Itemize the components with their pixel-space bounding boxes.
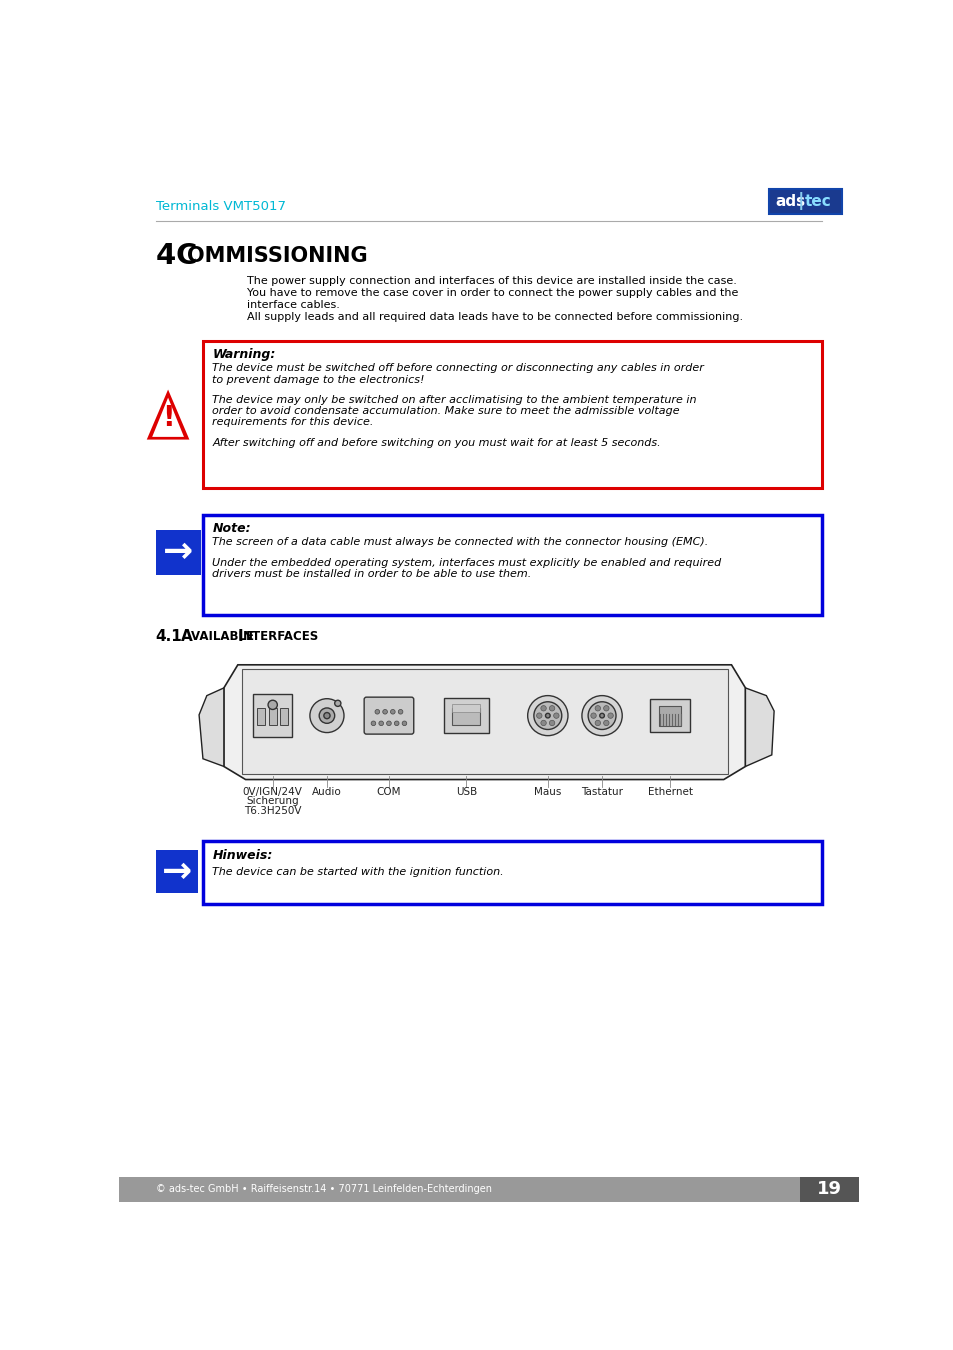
Text: The device can be started with the ignition function.: The device can be started with the ignit… — [212, 867, 503, 878]
Polygon shape — [224, 664, 744, 779]
Text: |: | — [798, 192, 803, 211]
Circle shape — [527, 695, 567, 736]
Text: OMMISSIONING: OMMISSIONING — [187, 246, 368, 266]
Circle shape — [310, 699, 344, 733]
FancyBboxPatch shape — [203, 340, 821, 489]
FancyBboxPatch shape — [269, 707, 276, 725]
Circle shape — [375, 710, 379, 714]
Text: 19: 19 — [816, 1180, 841, 1199]
Text: Terminals VMT5017: Terminals VMT5017 — [155, 200, 285, 213]
Circle shape — [536, 713, 541, 718]
Circle shape — [553, 713, 558, 718]
Text: VAILABLE: VAILABLE — [191, 630, 257, 643]
Circle shape — [390, 710, 395, 714]
FancyBboxPatch shape — [119, 1177, 858, 1202]
FancyBboxPatch shape — [280, 707, 288, 725]
Text: Audio: Audio — [312, 787, 341, 798]
Circle shape — [603, 706, 608, 711]
Text: The power supply connection and interfaces of this device are installed inside t: The power supply connection and interfac… — [247, 277, 737, 286]
Circle shape — [319, 707, 335, 724]
FancyBboxPatch shape — [443, 698, 488, 733]
Text: drivers must be installed in order to be able to use them.: drivers must be installed in order to be… — [212, 568, 531, 579]
Text: Tastatur: Tastatur — [580, 787, 622, 798]
Text: order to avoid condensate accumulation. Make sure to meet the admissible voltage: order to avoid condensate accumulation. … — [212, 406, 679, 416]
Text: !: ! — [162, 405, 174, 432]
Text: USB: USB — [456, 787, 476, 798]
Circle shape — [397, 710, 402, 714]
Polygon shape — [199, 688, 224, 767]
Text: A: A — [180, 629, 192, 644]
Circle shape — [323, 713, 330, 718]
FancyBboxPatch shape — [155, 531, 200, 575]
Text: You have to remove the case cover in order to connect the power supply cables an: You have to remove the case cover in ord… — [247, 289, 738, 298]
Polygon shape — [152, 398, 184, 437]
Circle shape — [394, 721, 398, 726]
Text: The device must be switched off before connecting or disconnecting any cables in: The device must be switched off before c… — [212, 363, 703, 374]
Text: Hinweis:: Hinweis: — [212, 849, 273, 861]
Text: The device may only be switched on after acclimatising to the ambient temperatur: The device may only be switched on after… — [212, 396, 696, 405]
Text: 4.1: 4.1 — [155, 629, 182, 644]
Text: 4: 4 — [155, 242, 186, 270]
Polygon shape — [744, 688, 773, 767]
FancyBboxPatch shape — [649, 699, 690, 732]
Circle shape — [545, 713, 550, 718]
Circle shape — [549, 706, 555, 711]
Text: COM: COM — [376, 787, 401, 798]
Circle shape — [534, 702, 561, 729]
Text: to prevent damage to the electronics!: to prevent damage to the electronics! — [212, 374, 424, 385]
Text: tec: tec — [804, 194, 831, 209]
Text: requirements for this device.: requirements for this device. — [212, 417, 374, 427]
FancyBboxPatch shape — [364, 697, 414, 734]
Circle shape — [590, 713, 596, 718]
Circle shape — [549, 721, 555, 726]
Circle shape — [402, 721, 406, 726]
Circle shape — [268, 701, 277, 710]
Text: © ads-tec GmbH • Raiffeisenstr.14 • 70771 Leinfelden-Echterdingen: © ads-tec GmbH • Raiffeisenstr.14 • 7077… — [155, 1184, 491, 1195]
Text: I: I — [237, 629, 243, 644]
Circle shape — [603, 721, 608, 726]
Text: →: → — [163, 536, 193, 570]
FancyBboxPatch shape — [155, 850, 198, 892]
FancyBboxPatch shape — [768, 189, 841, 213]
Text: C: C — [175, 242, 197, 270]
Circle shape — [599, 713, 604, 718]
FancyBboxPatch shape — [241, 668, 727, 774]
Text: Ethernet: Ethernet — [647, 787, 692, 798]
FancyBboxPatch shape — [659, 706, 680, 726]
FancyBboxPatch shape — [799, 1177, 858, 1202]
Text: →: → — [162, 855, 192, 888]
Circle shape — [595, 721, 599, 726]
Text: 0V/IGN/24V: 0V/IGN/24V — [242, 787, 302, 798]
Circle shape — [382, 710, 387, 714]
Text: ads: ads — [774, 194, 804, 209]
Text: Under the embedded operating system, interfaces must explicitly be enabled and r: Under the embedded operating system, int… — [212, 558, 720, 568]
Text: After switching off and before switching on you must wait for at least 5 seconds: After switching off and before switching… — [212, 437, 660, 448]
Circle shape — [386, 721, 391, 726]
Circle shape — [581, 695, 621, 736]
FancyBboxPatch shape — [452, 707, 480, 725]
FancyBboxPatch shape — [203, 514, 821, 614]
FancyBboxPatch shape — [257, 707, 265, 725]
Text: Note:: Note: — [212, 522, 251, 535]
Circle shape — [371, 721, 375, 726]
Circle shape — [540, 721, 546, 726]
FancyBboxPatch shape — [203, 841, 821, 904]
Polygon shape — [147, 390, 190, 440]
Circle shape — [587, 702, 616, 729]
Text: Sicherung: Sicherung — [246, 796, 298, 806]
Text: T6.3H250V: T6.3H250V — [244, 806, 301, 815]
Circle shape — [540, 706, 546, 711]
Circle shape — [595, 706, 599, 711]
Text: Maus: Maus — [534, 787, 561, 798]
Text: NTERFACES: NTERFACES — [243, 630, 319, 643]
Text: The screen of a data cable must always be connected with the connector housing (: The screen of a data cable must always b… — [212, 537, 708, 547]
Circle shape — [378, 721, 383, 726]
Text: interface cables.: interface cables. — [247, 300, 339, 310]
Circle shape — [335, 701, 340, 706]
Text: Warning:: Warning: — [212, 348, 275, 360]
Circle shape — [607, 713, 613, 718]
FancyBboxPatch shape — [452, 705, 480, 711]
Text: All supply leads and all required data leads have to be connected before commiss: All supply leads and all required data l… — [247, 312, 742, 323]
FancyBboxPatch shape — [253, 694, 292, 737]
